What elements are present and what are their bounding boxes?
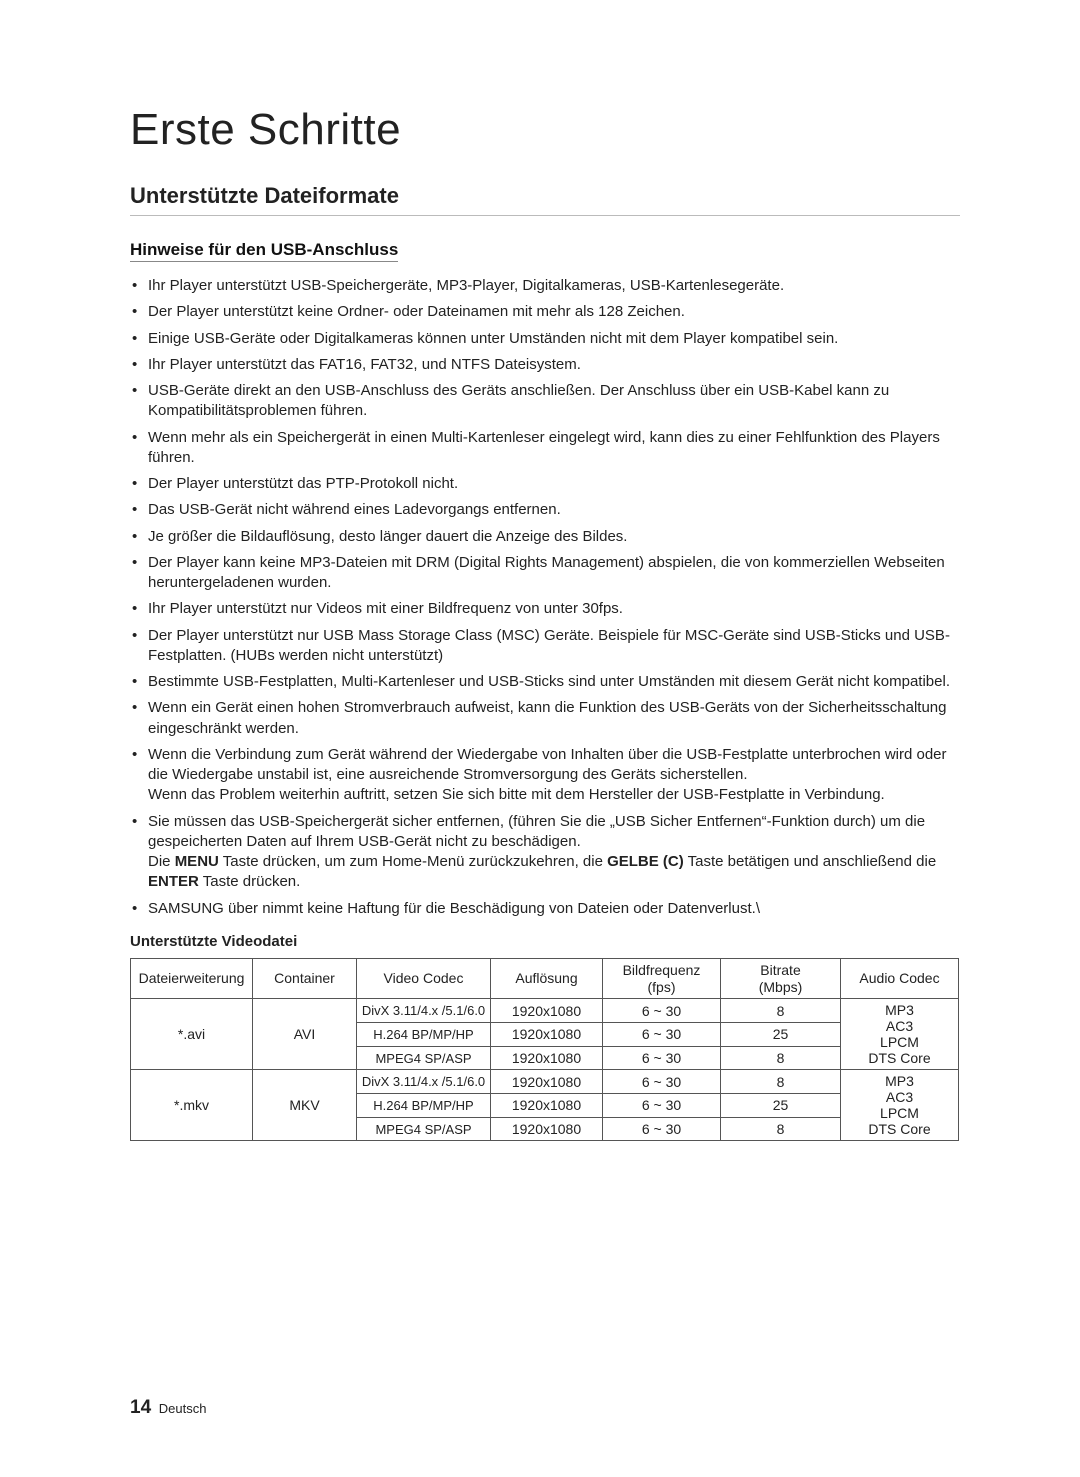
cell-resolution: 1920x1080 [491, 1094, 603, 1118]
subhead: Hinweise für den USB-Anschluss [130, 240, 398, 262]
table-header-cell: Dateierweiterung [131, 958, 253, 999]
table-row: *.aviAVIDivX 3.11/4.x /5.1/6.01920x10806… [131, 999, 959, 1023]
usb-note-item: Einige USB-Geräte oder Digitalkameras kö… [130, 329, 960, 349]
cell-resolution: 1920x1080 [491, 1070, 603, 1094]
cell-audio: MP3AC3LPCMDTS Core [841, 999, 959, 1070]
table-row: *.mkvMKVDivX 3.11/4.x /5.1/6.01920x10806… [131, 1070, 959, 1094]
cell-codec: MPEG4 SP/ASP [357, 1046, 491, 1070]
section-title: Unterstützte Dateiformate [130, 183, 960, 213]
table-header-cell: Audio Codec [841, 958, 959, 999]
usb-note-item: Wenn die Verbindung zum Gerät während de… [130, 745, 960, 806]
table-header-cell: Bitrate(Mbps) [721, 958, 841, 999]
cell-bitrate: 8 [721, 1070, 841, 1094]
usb-note-item: Der Player unterstützt keine Ordner- ode… [130, 302, 960, 322]
usb-note-item: Ihr Player unterstützt das FAT16, FAT32,… [130, 355, 960, 375]
cell-codec: H.264 BP/MP/HP [357, 1094, 491, 1118]
usb-notes-list: Ihr Player unterstützt USB-Speichergerät… [130, 276, 960, 919]
cell-container: AVI [253, 999, 357, 1070]
usb-note-item: Wenn mehr als ein Speichergerät in einen… [130, 428, 960, 469]
cell-bitrate: 8 [721, 1046, 841, 1070]
cell-bitrate: 25 [721, 1094, 841, 1118]
page-number: 14 [130, 1397, 151, 1418]
cell-resolution: 1920x1080 [491, 999, 603, 1023]
usb-note-item: SAMSUNG über nimmt keine Haftung für die… [130, 899, 960, 919]
usb-note-item: USB-Geräte direkt an den USB-Anschluss d… [130, 381, 960, 422]
cell-fps: 6 ~ 30 [603, 1070, 721, 1094]
usb-note-item: Das USB-Gerät nicht während eines Ladevo… [130, 500, 960, 520]
table-header-cell: Auflösung [491, 958, 603, 999]
cell-bitrate: 8 [721, 999, 841, 1023]
video-file-table: DateierweiterungContainerVideo CodecAufl… [130, 958, 959, 1142]
chapter-title: Erste Schritte [130, 105, 960, 155]
cell-bitrate: 8 [721, 1117, 841, 1141]
cell-fps: 6 ~ 30 [603, 999, 721, 1023]
cell-codec: MPEG4 SP/ASP [357, 1117, 491, 1141]
table-caption: Unterstützte Videodatei [130, 933, 960, 950]
manual-page: Erste Schritte Unterstützte Dateiformate… [0, 0, 1080, 1477]
cell-fps: 6 ~ 30 [603, 1046, 721, 1070]
usb-note-item: Der Player unterstützt das PTP-Protokoll… [130, 474, 960, 494]
usb-note-item: Bestimmte USB-Festplatten, Multi-Kartenl… [130, 672, 960, 692]
cell-resolution: 1920x1080 [491, 1023, 603, 1047]
usb-note-item: Der Player kann keine MP3-Dateien mit DR… [130, 553, 960, 594]
usb-note-item: Je größer die Bildauflösung, desto länge… [130, 527, 960, 547]
table-header-row: DateierweiterungContainerVideo CodecAufl… [131, 958, 959, 999]
usb-note-item: Sie müssen das USB-Speichergerät sicher … [130, 812, 960, 893]
usb-note-item: Ihr Player unterstützt USB-Speichergerät… [130, 276, 960, 296]
cell-codec: DivX 3.11/4.x /5.1/6.0 [357, 999, 491, 1023]
table-header-cell: Container [253, 958, 357, 999]
page-language: Deutsch [159, 1401, 207, 1416]
usb-note-item: Wenn ein Gerät einen hohen Stromverbrauc… [130, 698, 960, 739]
cell-fps: 6 ~ 30 [603, 1023, 721, 1047]
subsection: Hinweise für den USB-Anschluss [130, 240, 960, 264]
cell-ext: *.avi [131, 999, 253, 1070]
cell-resolution: 1920x1080 [491, 1117, 603, 1141]
cell-codec: H.264 BP/MP/HP [357, 1023, 491, 1047]
usb-note-item: Ihr Player unterstützt nur Videos mit ei… [130, 599, 960, 619]
table-header-cell: Bildfrequenz(fps) [603, 958, 721, 999]
cell-ext: *.mkv [131, 1070, 253, 1141]
cell-audio: MP3AC3LPCMDTS Core [841, 1070, 959, 1141]
table-header-cell: Video Codec [357, 958, 491, 999]
cell-fps: 6 ~ 30 [603, 1117, 721, 1141]
cell-bitrate: 25 [721, 1023, 841, 1047]
usb-note-item: Der Player unterstützt nur USB Mass Stor… [130, 626, 960, 667]
cell-resolution: 1920x1080 [491, 1046, 603, 1070]
cell-fps: 6 ~ 30 [603, 1094, 721, 1118]
cell-container: MKV [253, 1070, 357, 1141]
section-rule [130, 215, 960, 216]
page-footer: 14 Deutsch [130, 1397, 206, 1419]
cell-codec: DivX 3.11/4.x /5.1/6.0 [357, 1070, 491, 1094]
